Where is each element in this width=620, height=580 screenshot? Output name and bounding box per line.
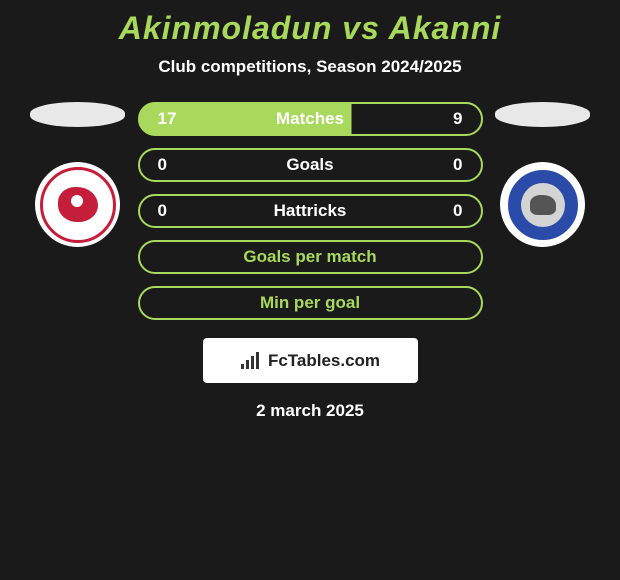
stat-label: Hattricks: [274, 201, 347, 221]
right-player-photo: [495, 102, 590, 127]
stat-right-value: 9: [438, 109, 463, 129]
stat-right-value: 0: [438, 201, 463, 221]
chart-icon: [240, 352, 262, 370]
right-player-column: [483, 102, 603, 247]
stats-column: 17 Matches 9 0 Goals 0 0 Hattricks 0 Goa…: [138, 102, 483, 320]
stat-row-hattricks: 0 Hattricks 0: [138, 194, 483, 228]
left-club-badge: [35, 162, 120, 247]
brand-attribution[interactable]: FcTables.com: [203, 338, 418, 383]
stat-row-min-per-goal: Min per goal: [138, 286, 483, 320]
stat-left-value: 17: [158, 109, 183, 129]
stat-left-value: 0: [158, 155, 183, 175]
left-player-photo: [30, 102, 125, 127]
stat-label: Min per goal: [260, 293, 360, 313]
stat-label: Goals per match: [243, 247, 376, 267]
niger-tornadoes-crest: [40, 167, 116, 243]
page-title: Akinmoladun vs Akanni: [0, 10, 620, 47]
right-club-badge: [500, 162, 585, 247]
left-player-column: [18, 102, 138, 247]
stat-row-goals-per-match: Goals per match: [138, 240, 483, 274]
stat-label: Goals: [286, 155, 333, 175]
stat-row-goals: 0 Goals 0: [138, 148, 483, 182]
enyimba-crest: [505, 167, 581, 243]
comparison-date: 2 march 2025: [0, 401, 620, 421]
stat-row-matches: 17 Matches 9: [138, 102, 483, 136]
subtitle: Club competitions, Season 2024/2025: [0, 57, 620, 77]
brand-text: FcTables.com: [268, 351, 380, 371]
stat-left-value: 0: [158, 201, 183, 221]
content-area: 17 Matches 9 0 Goals 0 0 Hattricks 0 Goa…: [0, 102, 620, 320]
stat-label: Matches: [276, 109, 344, 129]
comparison-card: Akinmoladun vs Akanni Club competitions,…: [0, 0, 620, 421]
stat-right-value: 0: [438, 155, 463, 175]
